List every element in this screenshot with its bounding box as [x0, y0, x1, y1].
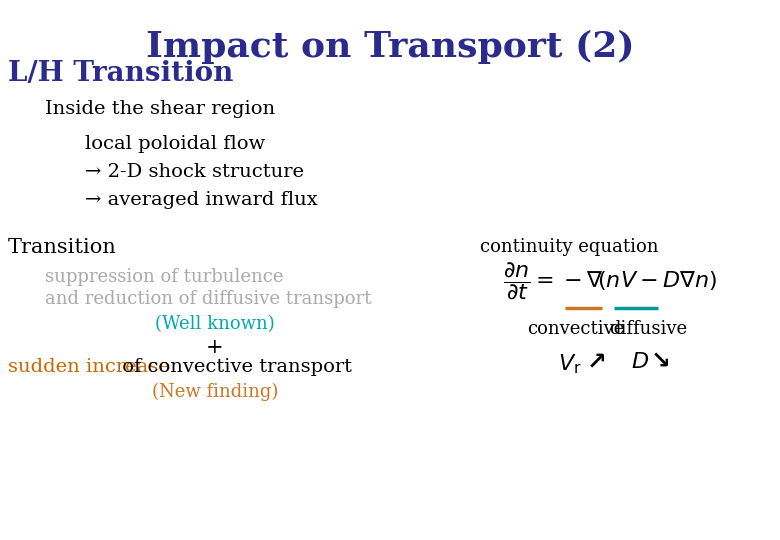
Text: $D$: $D$ [631, 352, 649, 372]
Text: $V_{\mathrm{r}}$: $V_{\mathrm{r}}$ [558, 352, 582, 376]
Text: → averaged inward flux: → averaged inward flux [85, 191, 317, 209]
Text: → 2-D shock structure: → 2-D shock structure [85, 163, 304, 181]
Text: L/H Transition: L/H Transition [8, 60, 233, 87]
Text: $\dfrac{\partial n}{\partial t} = -\nabla\!\left(nV - D\nabla n\right)$: $\dfrac{\partial n}{\partial t} = -\nabl… [503, 260, 718, 301]
Text: (New finding): (New finding) [152, 383, 278, 401]
Text: continuity equation: continuity equation [480, 238, 658, 256]
Text: diffusive: diffusive [609, 320, 687, 338]
Text: sudden increase: sudden increase [8, 358, 170, 376]
Text: convective: convective [527, 320, 625, 338]
Text: ↘: ↘ [651, 350, 671, 374]
Text: and reduction of diffusive transport: and reduction of diffusive transport [45, 290, 371, 308]
Text: local poloidal flow: local poloidal flow [85, 135, 265, 153]
Text: (Well known): (Well known) [155, 315, 275, 333]
Text: ↗: ↗ [587, 350, 607, 374]
Text: suppression of turbulence: suppression of turbulence [45, 268, 283, 286]
Text: Impact on Transport (2): Impact on Transport (2) [146, 30, 634, 64]
Text: Transition: Transition [8, 238, 117, 257]
Text: of convective transport: of convective transport [116, 358, 352, 376]
Text: +: + [206, 338, 224, 357]
Text: Inside the shear region: Inside the shear region [45, 100, 275, 118]
